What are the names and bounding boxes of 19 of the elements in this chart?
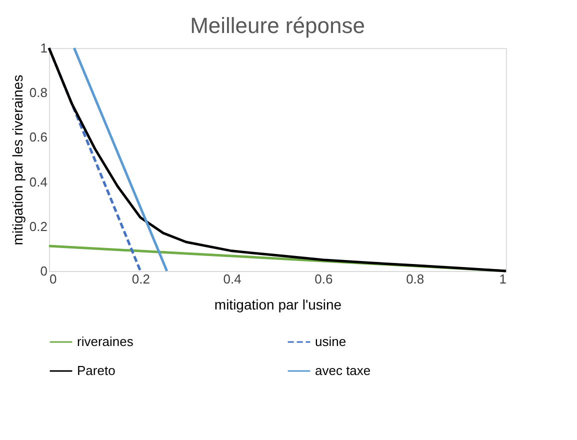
x-tick-label: 0.4 (223, 272, 242, 286)
x-axis-title: mitigation par l'usine (214, 296, 342, 312)
y-tick-label: 1 (40, 40, 48, 56)
x-tick-label: 0.6 (314, 272, 333, 286)
y-axis-title: mitigation par les riveraines (9, 74, 26, 246)
x-tick-label: 1 (499, 272, 506, 286)
legend-label: riveraines (77, 334, 134, 349)
y-tick-label: 0.6 (29, 130, 48, 145)
y-tick-label: 0.8 (29, 85, 48, 100)
line-series (48, 46, 508, 272)
legend-label: avec taxe (315, 363, 371, 378)
x-tick-label: 0 (50, 272, 57, 286)
legend-label: Pareto (77, 363, 116, 378)
legend-label: usine (315, 334, 346, 349)
chart-title: Meilleure réponse (190, 13, 365, 38)
x-tick-label: 0.8 (406, 272, 424, 286)
x-tick-label: 0.2 (132, 272, 150, 286)
y-tick-label: 0.4 (29, 174, 48, 190)
y-tick-label: 0.2 (29, 218, 48, 234)
